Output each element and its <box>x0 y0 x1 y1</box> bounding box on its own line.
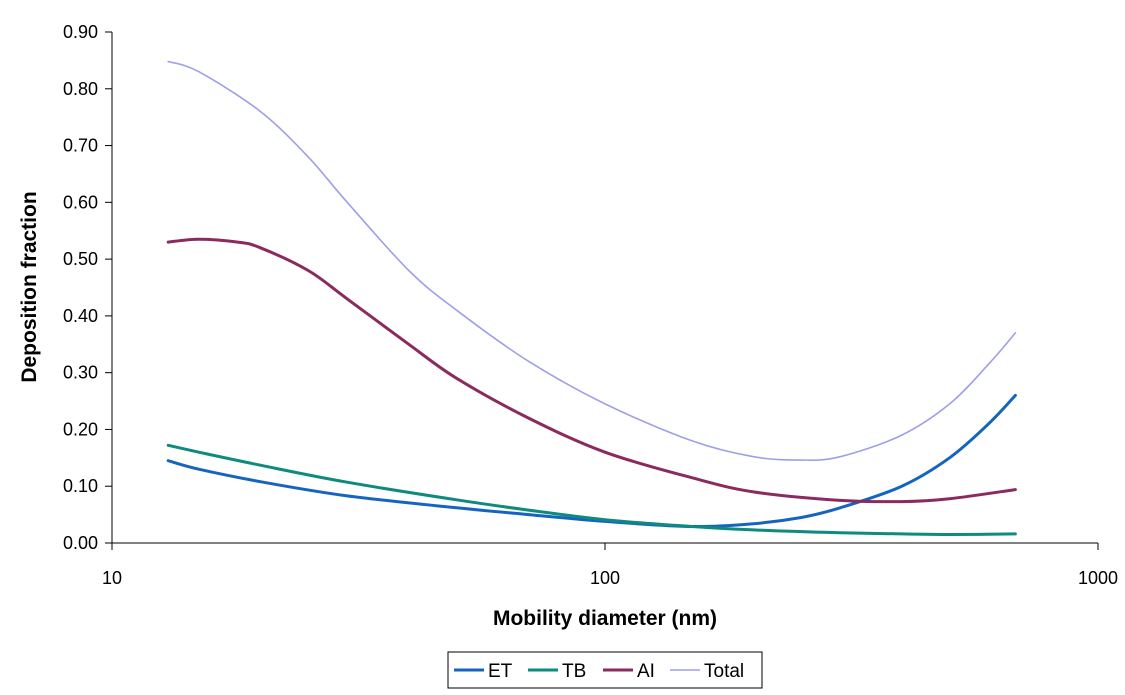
y-tick-label: 0.10 <box>63 476 98 496</box>
y-axis-ticks: 0.00 0.10 0.20 0.30 0.40 0.50 0.60 0.70 0.80 0.90 <box>63 22 112 553</box>
series-line-tb <box>166 443 1017 536</box>
y-tick-label: 0.90 <box>63 22 98 42</box>
y-tick-label: 0.60 <box>63 192 98 212</box>
y-tick-label: 0.00 <box>63 533 98 553</box>
x-tick-label: 100 <box>590 568 620 588</box>
y-tick-label: 0.80 <box>63 79 98 99</box>
x-axis-title: Mobility diameter (nm) <box>493 607 717 630</box>
x-axis-ticks: 10 100 1000 <box>102 543 1118 588</box>
y-tick-label: 0.40 <box>63 306 98 326</box>
legend-items: ET TB AI Total <box>454 661 744 682</box>
y-tick-label: 0.20 <box>63 419 98 439</box>
y-axis-title: Deposition fraction <box>18 191 41 382</box>
legend-label-et: ET <box>488 661 513 682</box>
legend-label-total: Total <box>704 661 744 682</box>
x-tick-label: 10 <box>102 568 122 588</box>
series-line-ai <box>166 237 1017 504</box>
y-tick-label: 0.70 <box>63 136 98 156</box>
series-lines <box>166 60 1017 536</box>
series-line-total <box>167 60 1017 461</box>
series-line-et <box>166 393 1017 529</box>
legend: ET TB AI Total <box>447 651 763 689</box>
legend-label-ai: AI <box>637 661 655 682</box>
y-tick-label: 0.30 <box>63 363 98 383</box>
legend-label-tb: TB <box>562 661 586 682</box>
x-tick-label: 1000 <box>1078 568 1118 588</box>
y-tick-label: 0.50 <box>63 249 98 269</box>
